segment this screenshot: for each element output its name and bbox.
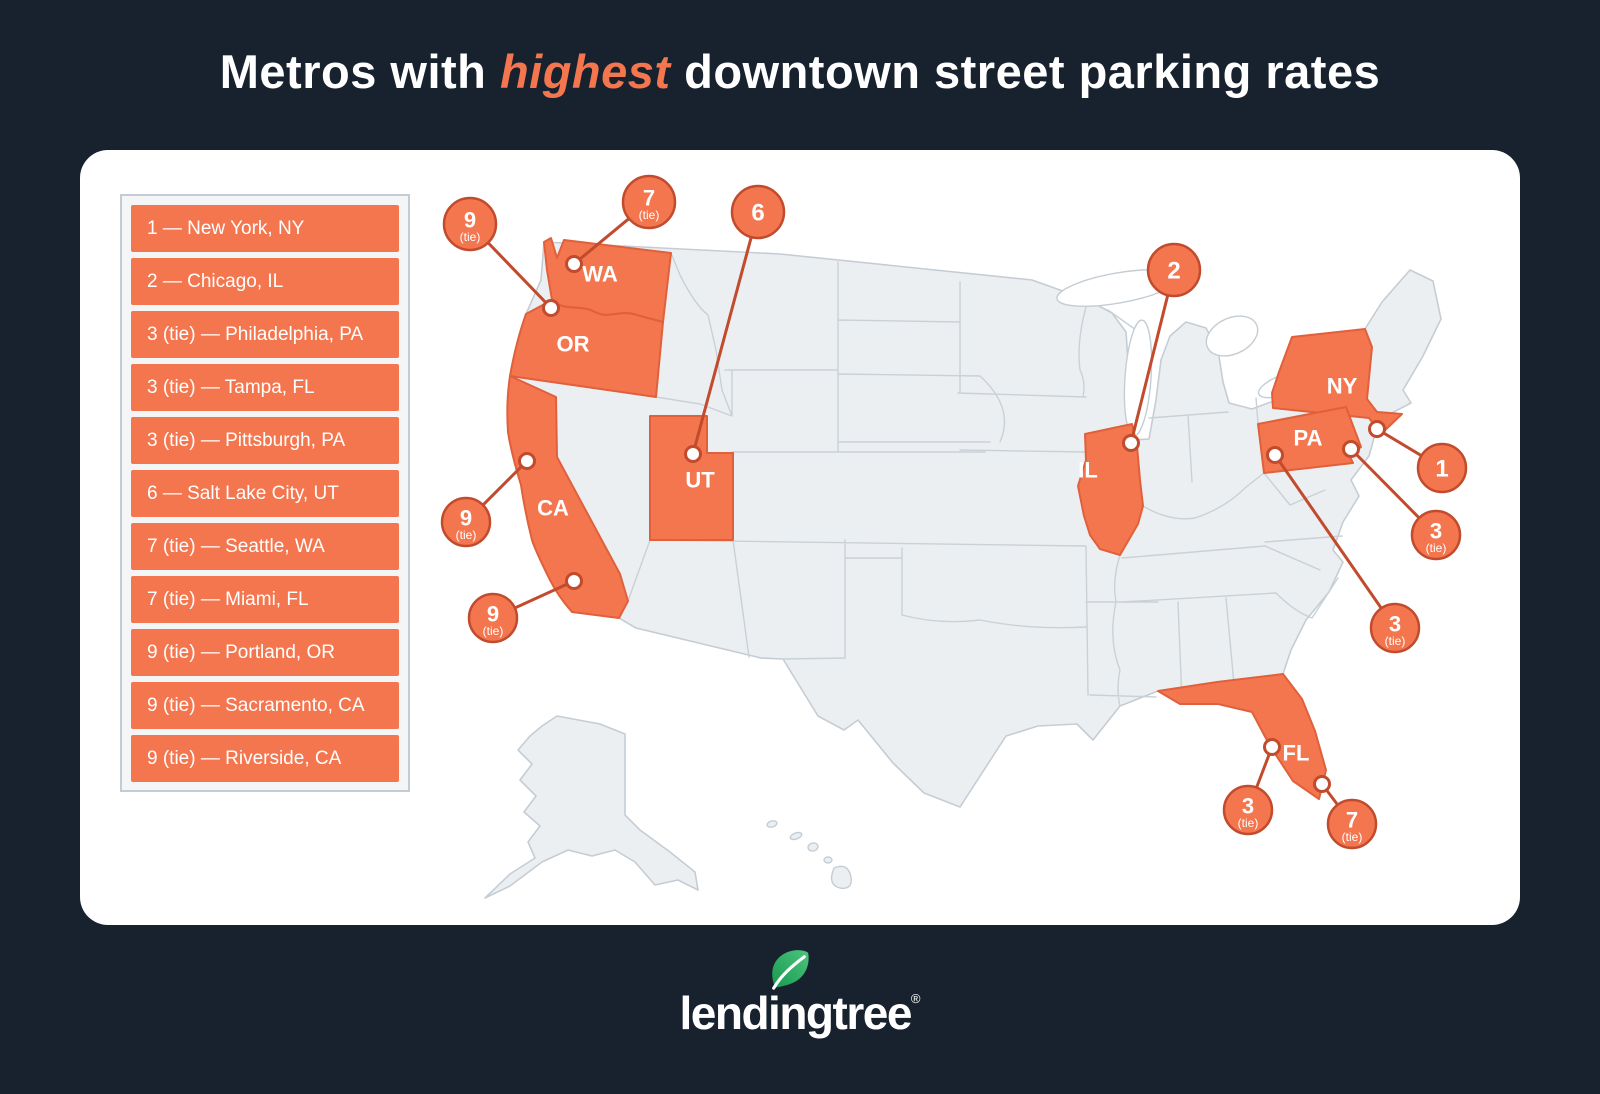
city-marker-sacramento [518, 452, 536, 470]
callout-tie: (tie) [1342, 830, 1363, 844]
ranking-panel: 1 — New York, NY 2 — Chicago, IL 3 (tie) —… [120, 194, 410, 792]
us-lower48-outline [507, 241, 1442, 808]
rank-list-item: 9 (tie) — Riverside, CA [131, 735, 399, 782]
state-borders [627, 252, 1343, 707]
callout-rank: 9 [460, 506, 472, 531]
state-label-NY: NY [1327, 374, 1358, 399]
logo-text: lendingtree [679, 987, 912, 1039]
city-marker-new-york [1368, 420, 1386, 438]
callout-rank: 6 [751, 200, 764, 227]
callout-tie: (tie) [483, 624, 504, 638]
callout-line-salt-lake-city [691, 211, 760, 455]
callout-rank: 3 [1430, 519, 1442, 544]
callout-rank: 1 [1435, 456, 1448, 483]
callout-rank: 9 [464, 208, 476, 233]
title-highlight: highest [499, 45, 671, 98]
city-marker-philadelphia [1342, 440, 1360, 458]
callout-bubble-chicago: 2 [1146, 242, 1202, 298]
state-label-layer: WA OR CA UT IL NY PA FL [537, 262, 1357, 766]
callout-bubble-philadelphia: 3(tie) [1410, 509, 1462, 561]
callout-rank: 9 [487, 602, 499, 627]
rank-list-item: 3 (tie) — Pittsburgh, PA [131, 417, 399, 464]
callout-tie: (tie) [639, 208, 660, 222]
callout-tie: (tie) [1385, 634, 1406, 648]
rank-list-item: 3 (tie) — Tampa, FL [131, 364, 399, 411]
callout-bubble-salt-lake-city: 6 [730, 184, 786, 240]
callout-bubble-seattle: 7(tie) [621, 174, 677, 230]
rank-list-item: 3 (tie) — Philadelphia, PA [131, 311, 399, 358]
registered-mark: ® [910, 991, 921, 1006]
callout-rank: 3 [1242, 794, 1254, 819]
callout-line-pittsburgh [1273, 454, 1397, 629]
city-marker-portland [542, 299, 560, 317]
state-UT [649, 415, 734, 541]
rank-list-item: 9 (tie) — Portland, OR [131, 629, 399, 676]
state-label-PA: PA [1294, 426, 1323, 451]
map-card: WA OR CA UT IL NY PA FL 7 (tie) 9 (tie) 6 2 1 3 (tie) 3(… [80, 150, 1520, 925]
leaf-icon [772, 950, 809, 990]
title-part1: Metros with [219, 45, 500, 98]
state-label-WA: WA [582, 262, 618, 287]
rank-list-item: 7 (tie) — Seattle, WA [131, 523, 399, 570]
callout-rank: 7 [1346, 808, 1358, 833]
page-title: Metros with highest downtown street park… [0, 44, 1600, 99]
callout-line-chicago [1129, 269, 1176, 444]
callout-bubble-portland: 9(tie) [442, 196, 498, 252]
callout-tie: (tie) [456, 528, 477, 542]
callout-bubble-riverside: 9(tie) [467, 592, 519, 644]
state-label-CA: CA [537, 496, 569, 521]
state-FL [1157, 673, 1327, 800]
lake-huron [1205, 315, 1259, 357]
callout-bubble-new-york: 1 [1416, 442, 1468, 494]
state-CA [506, 375, 629, 619]
rank-list-item: 9 (tie) — Sacramento, CA [131, 682, 399, 729]
state-label-IL: IL [1078, 458, 1098, 483]
brand-logo: lendingtree® [0, 950, 1600, 1040]
city-marker-miami [1313, 775, 1331, 793]
rank-list-item: 2 — Chicago, IL [131, 258, 399, 305]
rank-list-item: 6 — Salt Lake City, UT [131, 470, 399, 517]
callout-tie: (tie) [1238, 816, 1259, 830]
callout-rank: 3 [1389, 612, 1401, 637]
callout-tie: (tie) [1426, 541, 1447, 555]
state-hawaii [766, 820, 852, 889]
city-marker-seattle [565, 255, 583, 273]
state-label-OR: OR [557, 332, 590, 357]
rank-list-item: 7 (tie) — Miami, FL [131, 576, 399, 623]
callout-rank: 7 [643, 186, 655, 211]
city-marker-layer [518, 255, 1386, 793]
rank-list-item: 1 — New York, NY [131, 205, 399, 252]
city-marker-tampa [1263, 738, 1281, 756]
state-OR [509, 299, 664, 398]
city-marker-chicago [1122, 434, 1140, 452]
callout-bubble-miami: 7(tie) [1326, 798, 1378, 850]
city-marker-riverside [565, 572, 583, 590]
callout-bubble-pittsburgh: 3(tie) [1369, 602, 1421, 654]
title-part2: downtown street parking rates [670, 45, 1381, 98]
callout-bubble-sacramento: 9(tie) [440, 496, 492, 548]
state-NY [1271, 328, 1403, 435]
state-label-UT: UT [685, 468, 715, 493]
state-label-FL: FL [1283, 741, 1310, 766]
callout-bubble-tampa: 3(tie) [1222, 784, 1274, 836]
callout-tie: (tie) [460, 230, 481, 244]
city-marker-pittsburgh [1266, 446, 1284, 464]
callout-rank: 2 [1167, 258, 1180, 285]
city-marker-salt-lake-city [684, 445, 702, 463]
callout-bubble-layer: 7(tie)9(tie)6213(tie)3(tie)9(tie)9(tie)3… [440, 174, 1468, 850]
state-alaska [484, 715, 699, 899]
